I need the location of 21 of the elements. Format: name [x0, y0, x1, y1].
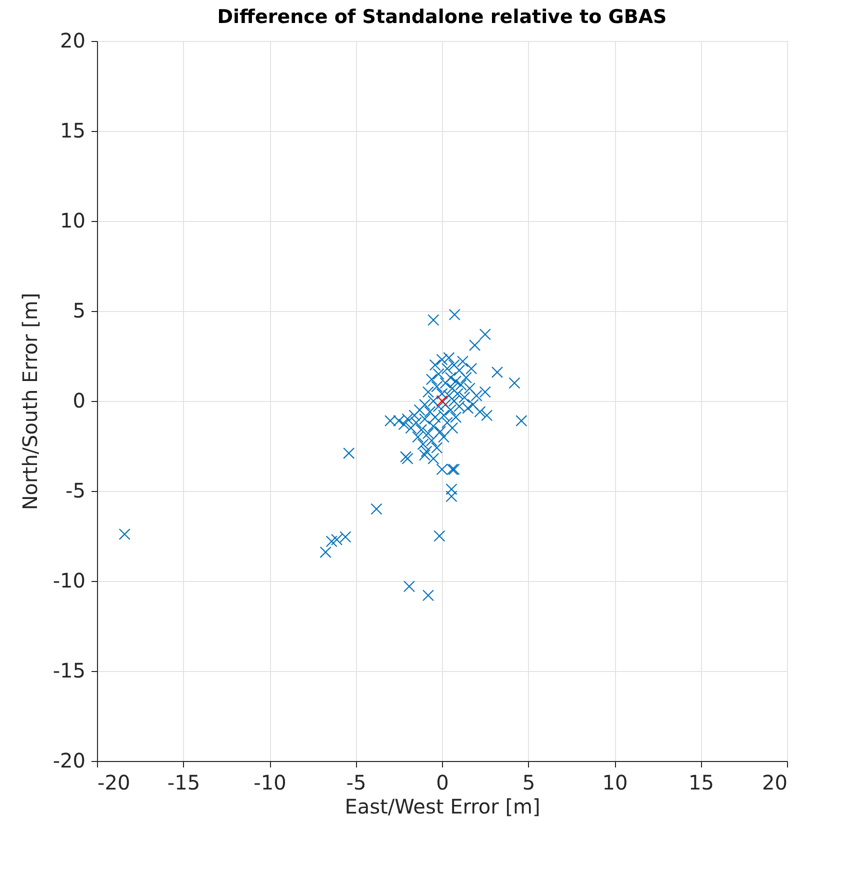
y-axis-title: North/South Error [m] — [18, 292, 42, 510]
y-tick-label: 10 — [60, 208, 86, 232]
y-tick-label: -20 — [52, 748, 86, 772]
x-tick-label: 20 — [762, 770, 788, 794]
y-tick-label: -15 — [52, 658, 86, 682]
y-tick-label: -10 — [52, 568, 86, 592]
x-tick-label: -15 — [167, 770, 200, 794]
x-tick-label: 0 — [436, 770, 449, 794]
y-tick-label: 20 — [60, 28, 86, 52]
y-tick-label: 15 — [60, 118, 86, 142]
x-tick-label: -10 — [254, 770, 286, 794]
y-tick-label: 5 — [72, 298, 86, 322]
x-tick-label: 10 — [602, 770, 628, 794]
chart-title: Difference of Standalone relative to GBAS — [217, 6, 667, 28]
x-tick-label: 15 — [688, 770, 714, 794]
x-tick-label: -5 — [346, 770, 366, 794]
x-tick-label: -20 — [98, 770, 130, 794]
x-axis-title: East/West Error [m] — [344, 794, 540, 818]
y-tick-label: -5 — [66, 478, 86, 502]
x-tick-label: 5 — [522, 770, 536, 794]
y-tick-label: 0 — [72, 388, 86, 412]
